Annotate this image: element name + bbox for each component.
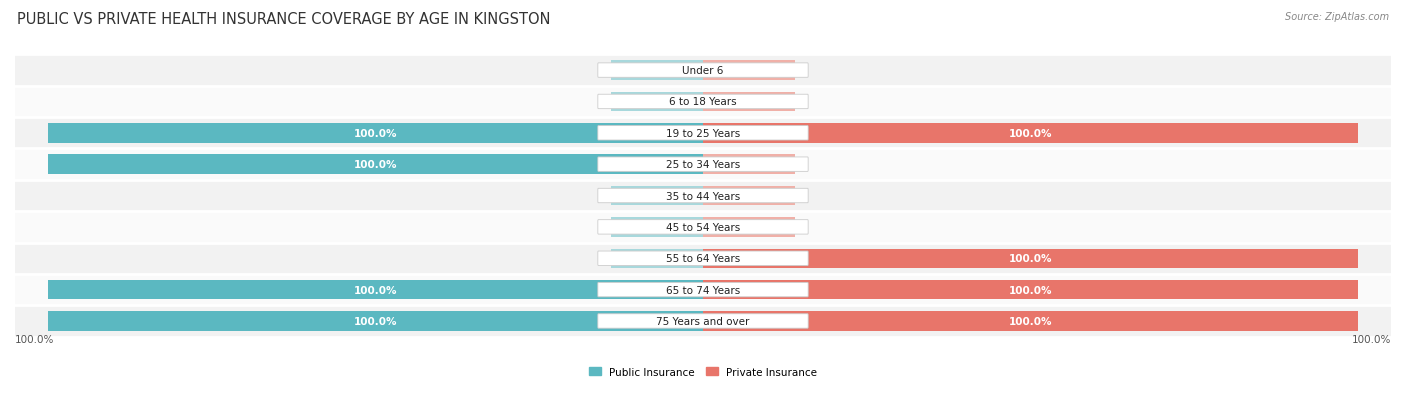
Bar <box>703 93 794 112</box>
Text: Under 6: Under 6 <box>682 66 724 76</box>
FancyBboxPatch shape <box>598 252 808 266</box>
Text: 100.0%: 100.0% <box>354 160 396 170</box>
Text: 100.0%: 100.0% <box>1010 254 1052 263</box>
Text: 100.0%: 100.0% <box>1010 316 1052 326</box>
Text: Source: ZipAtlas.com: Source: ZipAtlas.com <box>1285 12 1389 22</box>
Text: 75 Years and over: 75 Years and over <box>657 316 749 326</box>
Text: 0.0%: 0.0% <box>624 66 651 76</box>
Text: 25 to 34 Years: 25 to 34 Years <box>666 160 740 170</box>
Bar <box>15 55 1391 87</box>
Text: 100.0%: 100.0% <box>1351 335 1391 344</box>
Bar <box>612 93 703 112</box>
Bar <box>612 249 703 268</box>
Text: 65 to 74 Years: 65 to 74 Years <box>666 285 740 295</box>
Bar <box>15 212 1391 243</box>
Text: 0.0%: 0.0% <box>755 191 782 201</box>
Text: 19 to 25 Years: 19 to 25 Years <box>666 128 740 138</box>
Text: PUBLIC VS PRIVATE HEALTH INSURANCE COVERAGE BY AGE IN KINGSTON: PUBLIC VS PRIVATE HEALTH INSURANCE COVER… <box>17 12 550 27</box>
Bar <box>48 155 703 174</box>
Bar <box>15 274 1391 306</box>
Text: 100.0%: 100.0% <box>1010 128 1052 138</box>
Bar <box>703 249 1358 268</box>
Text: 100.0%: 100.0% <box>1010 285 1052 295</box>
FancyBboxPatch shape <box>598 126 808 141</box>
Bar <box>612 186 703 206</box>
Text: 0.0%: 0.0% <box>624 97 651 107</box>
FancyBboxPatch shape <box>598 314 808 328</box>
Text: 35 to 44 Years: 35 to 44 Years <box>666 191 740 201</box>
FancyBboxPatch shape <box>598 158 808 172</box>
Text: 0.0%: 0.0% <box>755 97 782 107</box>
Text: 100.0%: 100.0% <box>15 335 55 344</box>
Bar <box>612 218 703 237</box>
FancyBboxPatch shape <box>598 64 808 78</box>
Bar <box>48 280 703 299</box>
Text: 0.0%: 0.0% <box>624 191 651 201</box>
Text: 0.0%: 0.0% <box>624 254 651 263</box>
Bar <box>15 306 1391 337</box>
Legend: Public Insurance, Private Insurance: Public Insurance, Private Insurance <box>585 363 821 381</box>
Bar <box>15 149 1391 180</box>
FancyBboxPatch shape <box>598 220 808 235</box>
Bar <box>703 124 1358 143</box>
Text: 0.0%: 0.0% <box>755 160 782 170</box>
Bar <box>703 218 794 237</box>
Text: 55 to 64 Years: 55 to 64 Years <box>666 254 740 263</box>
Bar <box>48 124 703 143</box>
Text: 100.0%: 100.0% <box>354 285 396 295</box>
Bar <box>612 61 703 81</box>
Bar <box>48 311 703 331</box>
Text: 6 to 18 Years: 6 to 18 Years <box>669 97 737 107</box>
Bar <box>703 311 1358 331</box>
Bar <box>703 186 794 206</box>
FancyBboxPatch shape <box>598 189 808 203</box>
Text: 0.0%: 0.0% <box>755 222 782 233</box>
Text: 45 to 54 Years: 45 to 54 Years <box>666 222 740 233</box>
FancyBboxPatch shape <box>598 95 808 109</box>
Text: 100.0%: 100.0% <box>354 316 396 326</box>
Text: 0.0%: 0.0% <box>755 66 782 76</box>
Bar <box>15 180 1391 212</box>
Bar <box>703 155 794 174</box>
Text: 0.0%: 0.0% <box>624 222 651 233</box>
Bar <box>703 280 1358 299</box>
Text: 100.0%: 100.0% <box>354 128 396 138</box>
FancyBboxPatch shape <box>598 283 808 297</box>
Bar <box>15 87 1391 118</box>
Bar <box>15 118 1391 149</box>
Bar <box>15 243 1391 274</box>
Bar <box>703 61 794 81</box>
